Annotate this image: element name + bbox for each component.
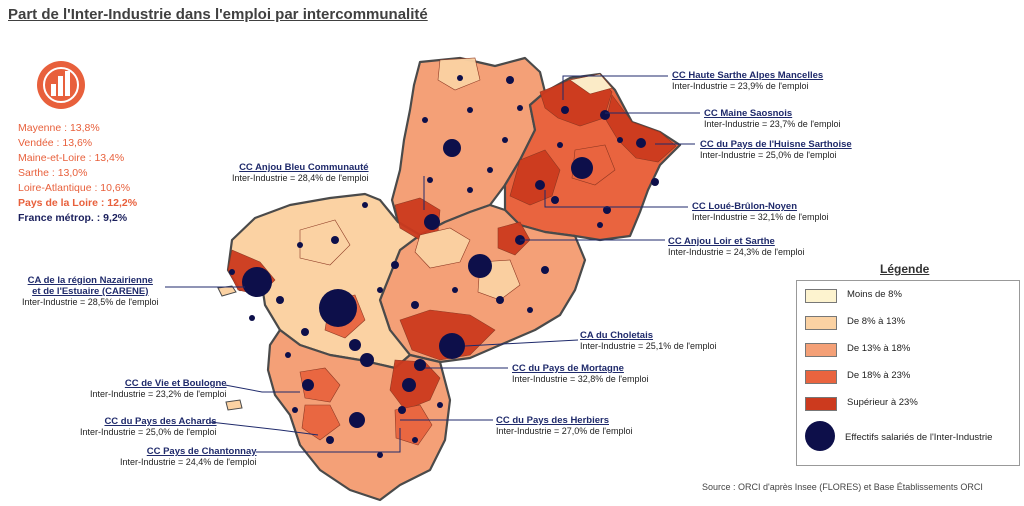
legend-swatch: [805, 397, 837, 411]
legend-swatch: [805, 289, 837, 303]
annotation-huisne-sarthoise: CC du Pays de l'Huisne Sarthoise Inter-I…: [700, 139, 852, 160]
department-stats: Mayenne : 13,8% Vendée : 13,6% Maine-et-…: [18, 121, 137, 226]
stat-pays-de-la-loire: Pays de la Loire : 12,2%: [18, 197, 138, 209]
annotation-pays-des-achards: CC du Pays des Achards Inter-Industrie =…: [80, 416, 217, 437]
stat-vendee: Vendée : 13,6%: [18, 137, 93, 149]
stat-mayenne: Mayenne : 13,8%: [18, 122, 100, 134]
annotation-anjou-bleu: CC Anjou Bleu Communauté Inter-Industrie…: [232, 162, 369, 183]
annotation-choletais: CA du Choletais Inter-Industrie = 25,1% …: [580, 330, 717, 351]
annotation-pays-de-mortagne: CC du Pays de Mortagne Inter-Industrie =…: [512, 363, 649, 384]
map-title: Part de l'Inter-Industrie dans l'emploi …: [8, 6, 428, 23]
source-note: Source : ORCI d'après Insee (FLORES) et …: [702, 482, 983, 492]
legend-swatch: [805, 343, 837, 357]
leader-lines: [165, 75, 700, 453]
annotation-pays-des-herbiers: CC du Pays des Herbiers Inter-Industrie …: [496, 415, 633, 436]
stat-sarthe: Sarthe : 13,0%: [18, 167, 88, 179]
legend-bubble: [805, 421, 835, 451]
annotation-carene: CA de la région Nazairienne et de l'Estu…: [22, 275, 159, 307]
stat-maine-et-loire: Maine-et-Loire : 13,4%: [18, 152, 125, 164]
annotation-loue-brulon-noyen: CC Loué-Brûlon-Noyen Inter-Industrie = 3…: [692, 201, 829, 222]
employment-bubbles: [229, 75, 659, 458]
legend-bubble-label: Effectifs salariés de l'Inter-Industrie: [845, 432, 993, 443]
annotation-vie-et-boulogne: CC de Vie et Boulogne Inter-Industrie = …: [90, 378, 227, 399]
annotation-haute-sarthe: CC Haute Sarthe Alpes Mancelles Inter-In…: [672, 70, 824, 91]
orci-logo-icon: [37, 61, 85, 109]
annotation-maine-saosnois: CC Maine Saosnois Inter-Industrie = 23,7…: [704, 108, 841, 129]
stat-loire-atlantique: Loire-Atlantique : 10,6%: [18, 182, 131, 194]
stat-france: France métrop. : 9,2%: [18, 212, 128, 224]
legend-title: Légende: [880, 262, 930, 276]
legend: Moins de 8% De 8% à 13% De 13% à 18% De …: [796, 280, 1020, 466]
legend-swatch: [805, 316, 837, 330]
annotation-chantonnay: CC Pays de Chantonnay Inter-Industrie = …: [120, 446, 257, 467]
annotation-anjou-loir-sarthe: CC Anjou Loir et Sarthe Inter-Industrie …: [668, 236, 805, 257]
legend-swatch: [805, 370, 837, 384]
